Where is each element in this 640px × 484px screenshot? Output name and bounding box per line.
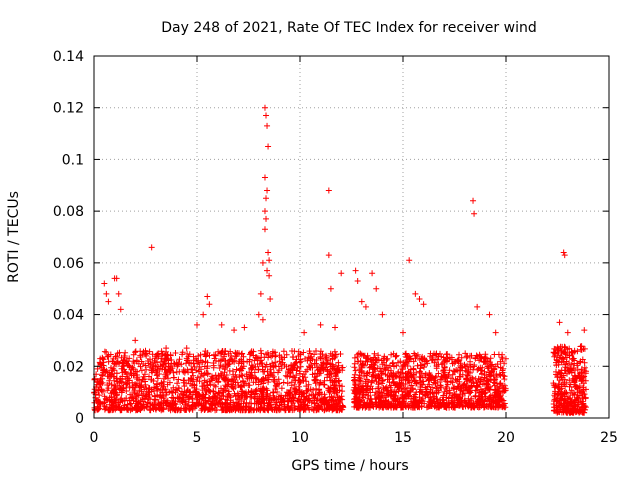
axis-ticks: 0 0.02 0.04 0.06 0.08 0.1 0.12 0.14 0 5 10 15 20 25 bbox=[53, 49, 618, 446]
data-point bbox=[231, 327, 238, 334]
data-point bbox=[267, 296, 274, 303]
data-point-cluster bbox=[91, 343, 589, 416]
data-point bbox=[259, 259, 266, 266]
data-point bbox=[325, 187, 332, 194]
y-tick-label: 0.14 bbox=[53, 49, 84, 65]
data-point bbox=[261, 226, 268, 233]
data-point bbox=[338, 270, 345, 277]
y-tick-label: 0.08 bbox=[53, 204, 84, 220]
data-point bbox=[206, 301, 213, 308]
data-point bbox=[354, 277, 361, 284]
data-point bbox=[265, 143, 272, 150]
data-point bbox=[352, 267, 359, 274]
data-point bbox=[263, 195, 270, 202]
data-point bbox=[132, 337, 139, 344]
x-tick-label: 25 bbox=[600, 430, 618, 446]
data-point bbox=[400, 329, 406, 336]
x-tick-label: 0 bbox=[90, 430, 99, 446]
y-tick-label: 0.06 bbox=[53, 256, 84, 272]
data-point bbox=[470, 197, 477, 204]
data-point bbox=[564, 329, 571, 336]
y-tick-label: 0.04 bbox=[53, 308, 84, 324]
data-point bbox=[264, 187, 271, 194]
data-point bbox=[117, 306, 124, 313]
data-point bbox=[142, 347, 149, 354]
data-point bbox=[255, 311, 262, 318]
grid-lines bbox=[94, 56, 609, 418]
data-point bbox=[266, 272, 273, 279]
data-point bbox=[471, 210, 478, 217]
data-point bbox=[358, 298, 365, 305]
data-point bbox=[148, 244, 155, 251]
data-point bbox=[183, 345, 190, 352]
data-point bbox=[266, 257, 273, 264]
data-point bbox=[105, 298, 112, 305]
data-point bbox=[163, 345, 170, 352]
x-tick-label: 20 bbox=[497, 430, 515, 446]
y-tick-label: 0 bbox=[75, 411, 84, 427]
data-point bbox=[265, 249, 272, 256]
x-tick-label: 10 bbox=[291, 430, 309, 446]
x-axis-label: GPS time / hours bbox=[291, 458, 408, 474]
data-point bbox=[259, 316, 266, 323]
data-point bbox=[560, 249, 567, 256]
data-point bbox=[261, 104, 268, 111]
data-point bbox=[561, 252, 568, 259]
data-point bbox=[332, 324, 339, 331]
data-point bbox=[257, 290, 264, 297]
data-points bbox=[91, 104, 589, 416]
data-point bbox=[379, 311, 386, 318]
data-point bbox=[362, 303, 369, 310]
data-point bbox=[492, 329, 499, 336]
data-point bbox=[416, 296, 423, 303]
data-point bbox=[327, 285, 334, 292]
y-tick-label: 0.1 bbox=[62, 152, 84, 168]
data-point bbox=[325, 252, 332, 259]
data-point bbox=[369, 270, 376, 277]
data-point bbox=[115, 290, 122, 297]
data-point bbox=[301, 329, 308, 336]
data-point bbox=[264, 267, 271, 274]
data-point bbox=[406, 257, 413, 264]
plot-frame bbox=[93, 55, 610, 419]
y-tick-label: 0.02 bbox=[53, 359, 84, 375]
data-point bbox=[200, 311, 207, 318]
y-axis-label: ROTI / TECUs bbox=[6, 191, 22, 283]
chart-title: Day 248 of 2021, Rate Of TEC Index for r… bbox=[161, 20, 536, 36]
data-point bbox=[486, 311, 493, 318]
data-point bbox=[420, 301, 427, 308]
data-point bbox=[194, 321, 200, 328]
x-tick-label: 15 bbox=[394, 430, 412, 446]
y-tick-label: 0.12 bbox=[53, 101, 84, 117]
data-point bbox=[113, 275, 120, 282]
data-point bbox=[101, 280, 108, 287]
data-point bbox=[103, 290, 110, 297]
data-point bbox=[263, 112, 270, 119]
data-point bbox=[261, 208, 268, 215]
data-point bbox=[317, 321, 324, 328]
x-tick-label: 5 bbox=[193, 430, 202, 446]
data-point bbox=[204, 293, 211, 300]
data-point bbox=[241, 324, 248, 331]
data-point bbox=[261, 174, 268, 181]
data-point bbox=[581, 327, 588, 334]
data-point bbox=[218, 321, 225, 328]
data-point bbox=[264, 122, 271, 129]
data-point bbox=[412, 290, 419, 297]
data-point bbox=[373, 285, 380, 292]
data-point bbox=[474, 303, 481, 310]
data-point bbox=[263, 215, 270, 222]
data-point bbox=[556, 319, 563, 326]
